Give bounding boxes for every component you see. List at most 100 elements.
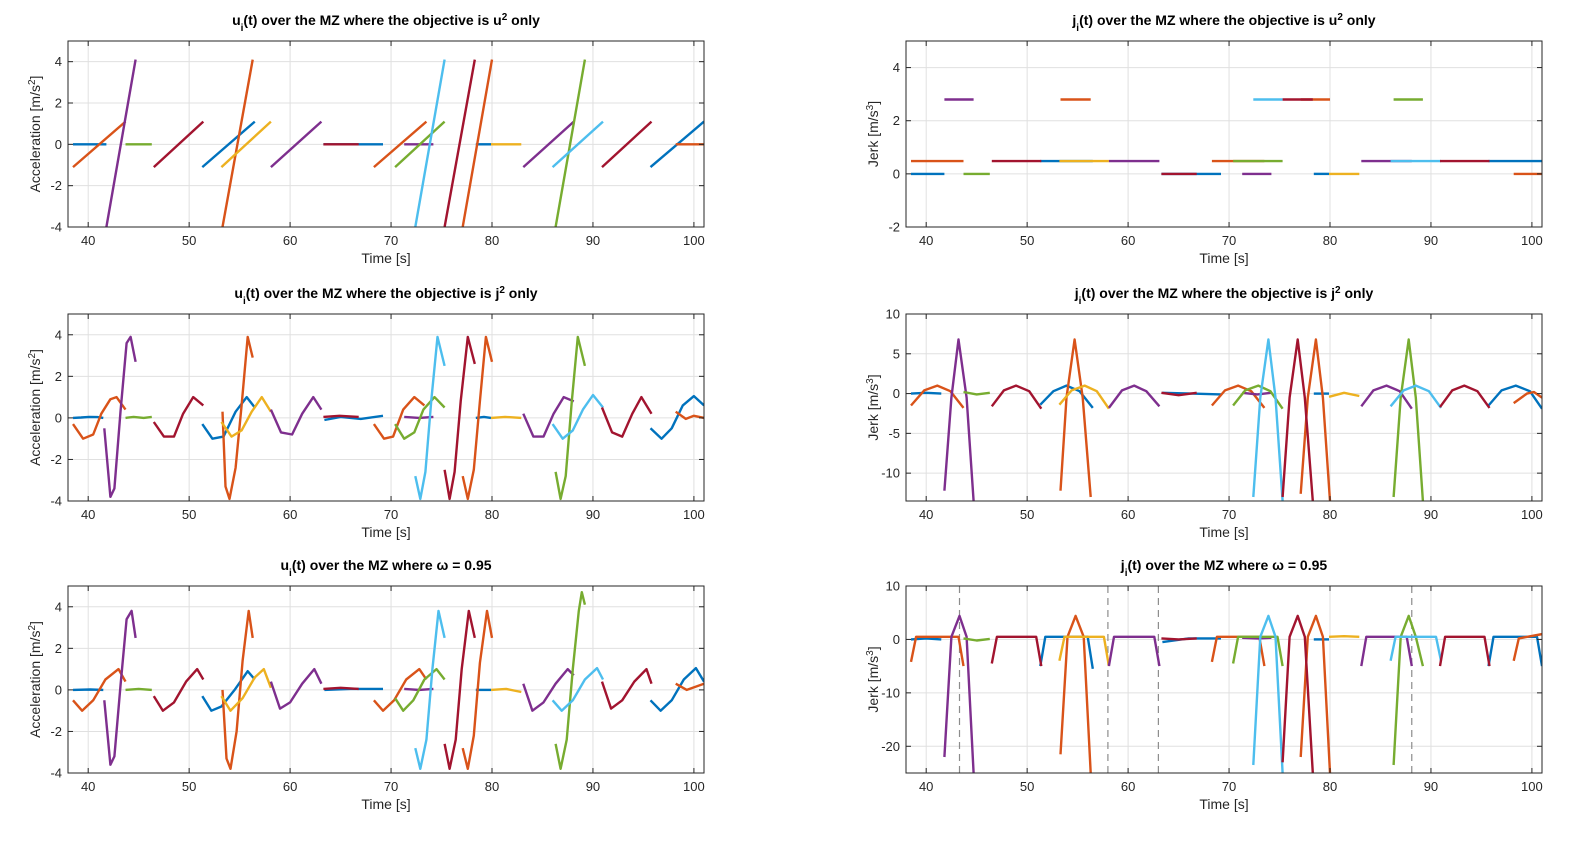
- series-lightblue-segment: [551, 120, 604, 168]
- series-orange-segment: [909, 635, 965, 667]
- series-darkred-segment: [152, 395, 205, 438]
- series-darkred-segment: [990, 384, 1043, 410]
- series-orange-segment: [461, 59, 494, 227]
- series-lightblue-segment: [551, 666, 605, 712]
- y-tick-label: 2: [55, 369, 62, 384]
- x-tick-label: 50: [1020, 779, 1034, 794]
- y-tick-label: 4: [893, 60, 900, 75]
- data-layer: [72, 591, 704, 770]
- series-blue-segment: [324, 414, 384, 422]
- x-axis-label: Time [s]: [1199, 524, 1248, 540]
- y-tick-label: 10: [886, 307, 900, 322]
- series-orange-segment: [1299, 614, 1332, 773]
- series-darkred-segment: [152, 667, 205, 712]
- panel-u_u2: 40 50 60 70 80 90 100 -4 -2 0 2 4 Time [s] Accelerati…: [27, 12, 705, 267]
- data-layer: [909, 586, 1542, 773]
- x-tick-label: 50: [1020, 233, 1034, 248]
- panel-u_j2: 40 50 60 70 80 90 100 -4 -2 0 2 4 Time [s] Accelerati…: [27, 285, 705, 541]
- series-orange-segment: [221, 335, 254, 501]
- series-yellow-segment: [1328, 391, 1360, 398]
- series-lightblue-segment: [1252, 338, 1284, 501]
- series-darkred-segment: [152, 120, 205, 168]
- series-green-segment: [125, 687, 152, 692]
- series-darkred-segment: [600, 667, 653, 710]
- chart-title: ji(t) over the MZ where the objective is…: [1071, 12, 1375, 34]
- y-tick-label: 2: [55, 96, 62, 111]
- series-blue-segment: [201, 120, 256, 169]
- x-tick-label: 80: [485, 233, 499, 248]
- series-lightblue-segment: [1252, 614, 1284, 773]
- x-tick-label: 60: [1121, 779, 1135, 794]
- series-purple-segment: [943, 338, 975, 501]
- series-orange-segment: [72, 395, 127, 440]
- series-purple-segment: [522, 667, 575, 712]
- series-orange-segment: [373, 120, 428, 169]
- series-orange-segment: [461, 609, 494, 770]
- x-tick-label: 50: [182, 233, 196, 248]
- x-tick-label: 70: [384, 507, 398, 522]
- plot-area: [68, 41, 704, 227]
- y-axis-label: Jerk [m/s3]: [865, 374, 882, 440]
- chart-title: ji(t) over the MZ where the objective is…: [1074, 285, 1374, 307]
- x-tick-label: 60: [1121, 507, 1135, 522]
- series-orange-segment: [910, 384, 965, 409]
- series-darkred-segment: [323, 686, 359, 691]
- series-darkred-segment: [443, 609, 476, 770]
- chart-title: ui(t) over the MZ where the objective is…: [232, 12, 540, 34]
- series-purple-segment: [943, 614, 975, 773]
- series-orange-segment: [372, 667, 428, 712]
- x-tick-label: 60: [283, 779, 297, 794]
- x-tick-label: 100: [1521, 233, 1543, 248]
- plot-area: [906, 586, 1542, 773]
- series-darkred-segment: [601, 120, 653, 168]
- series-blue-segment: [649, 666, 704, 712]
- y-tick-label: 0: [893, 632, 900, 647]
- series-orange-segment: [675, 682, 704, 692]
- y-tick-label: -4: [50, 220, 62, 235]
- axes-frame: [67, 585, 705, 774]
- series-blue-segment: [201, 395, 256, 440]
- x-tick-label: 40: [81, 233, 95, 248]
- data-layer: [72, 335, 704, 501]
- series-lightblue-segment: [1389, 635, 1443, 662]
- y-tick-label: -5: [888, 426, 900, 441]
- y-tick-label: 0: [55, 682, 62, 697]
- series-purple-segment: [522, 395, 575, 438]
- series-green-segment: [394, 667, 446, 712]
- series-orange-segment: [675, 410, 704, 421]
- series-orange-segment: [1059, 338, 1092, 498]
- x-tick-label: 100: [1521, 507, 1543, 522]
- axes-frame: [905, 313, 1543, 502]
- y-tick-label: 4: [55, 327, 62, 342]
- x-tick-label: 90: [586, 507, 600, 522]
- x-tick-label: 90: [586, 779, 600, 794]
- y-tick-label: -10: [881, 466, 900, 481]
- x-tick-label: 80: [485, 507, 499, 522]
- series-blue-segment: [1487, 384, 1542, 410]
- x-axis-label: Time [s]: [361, 524, 410, 540]
- series-purple-segment: [1360, 635, 1413, 667]
- y-axis-label: Acceleration [m/s2]: [27, 349, 44, 466]
- plot-area: [68, 314, 704, 501]
- x-tick-label: 70: [1222, 507, 1236, 522]
- x-axis-label: Time [s]: [1199, 796, 1248, 812]
- data-layer: [910, 338, 1542, 501]
- x-tick-label: 100: [683, 779, 705, 794]
- y-tick-label: 4: [55, 54, 62, 69]
- series-blue-segment: [910, 391, 942, 395]
- series-orange-segment: [1512, 390, 1542, 405]
- x-axis-label: Time [s]: [361, 250, 410, 266]
- y-tick-label: 2: [893, 113, 900, 128]
- series-purple-segment: [1360, 384, 1413, 410]
- y-tick-label: 5: [893, 346, 900, 361]
- chart-title: ui(t) over the MZ where ω = 0.95: [280, 557, 491, 579]
- series-purple-segment: [1107, 635, 1161, 667]
- series-blue-segment: [1039, 384, 1094, 409]
- series-darkred-segment: [990, 635, 1043, 667]
- series-darkred-segment: [443, 335, 476, 501]
- y-tick-label: -2: [888, 220, 900, 235]
- series-blue-segment: [649, 394, 704, 440]
- series-green-segment: [963, 637, 990, 642]
- x-tick-label: 100: [1521, 779, 1543, 794]
